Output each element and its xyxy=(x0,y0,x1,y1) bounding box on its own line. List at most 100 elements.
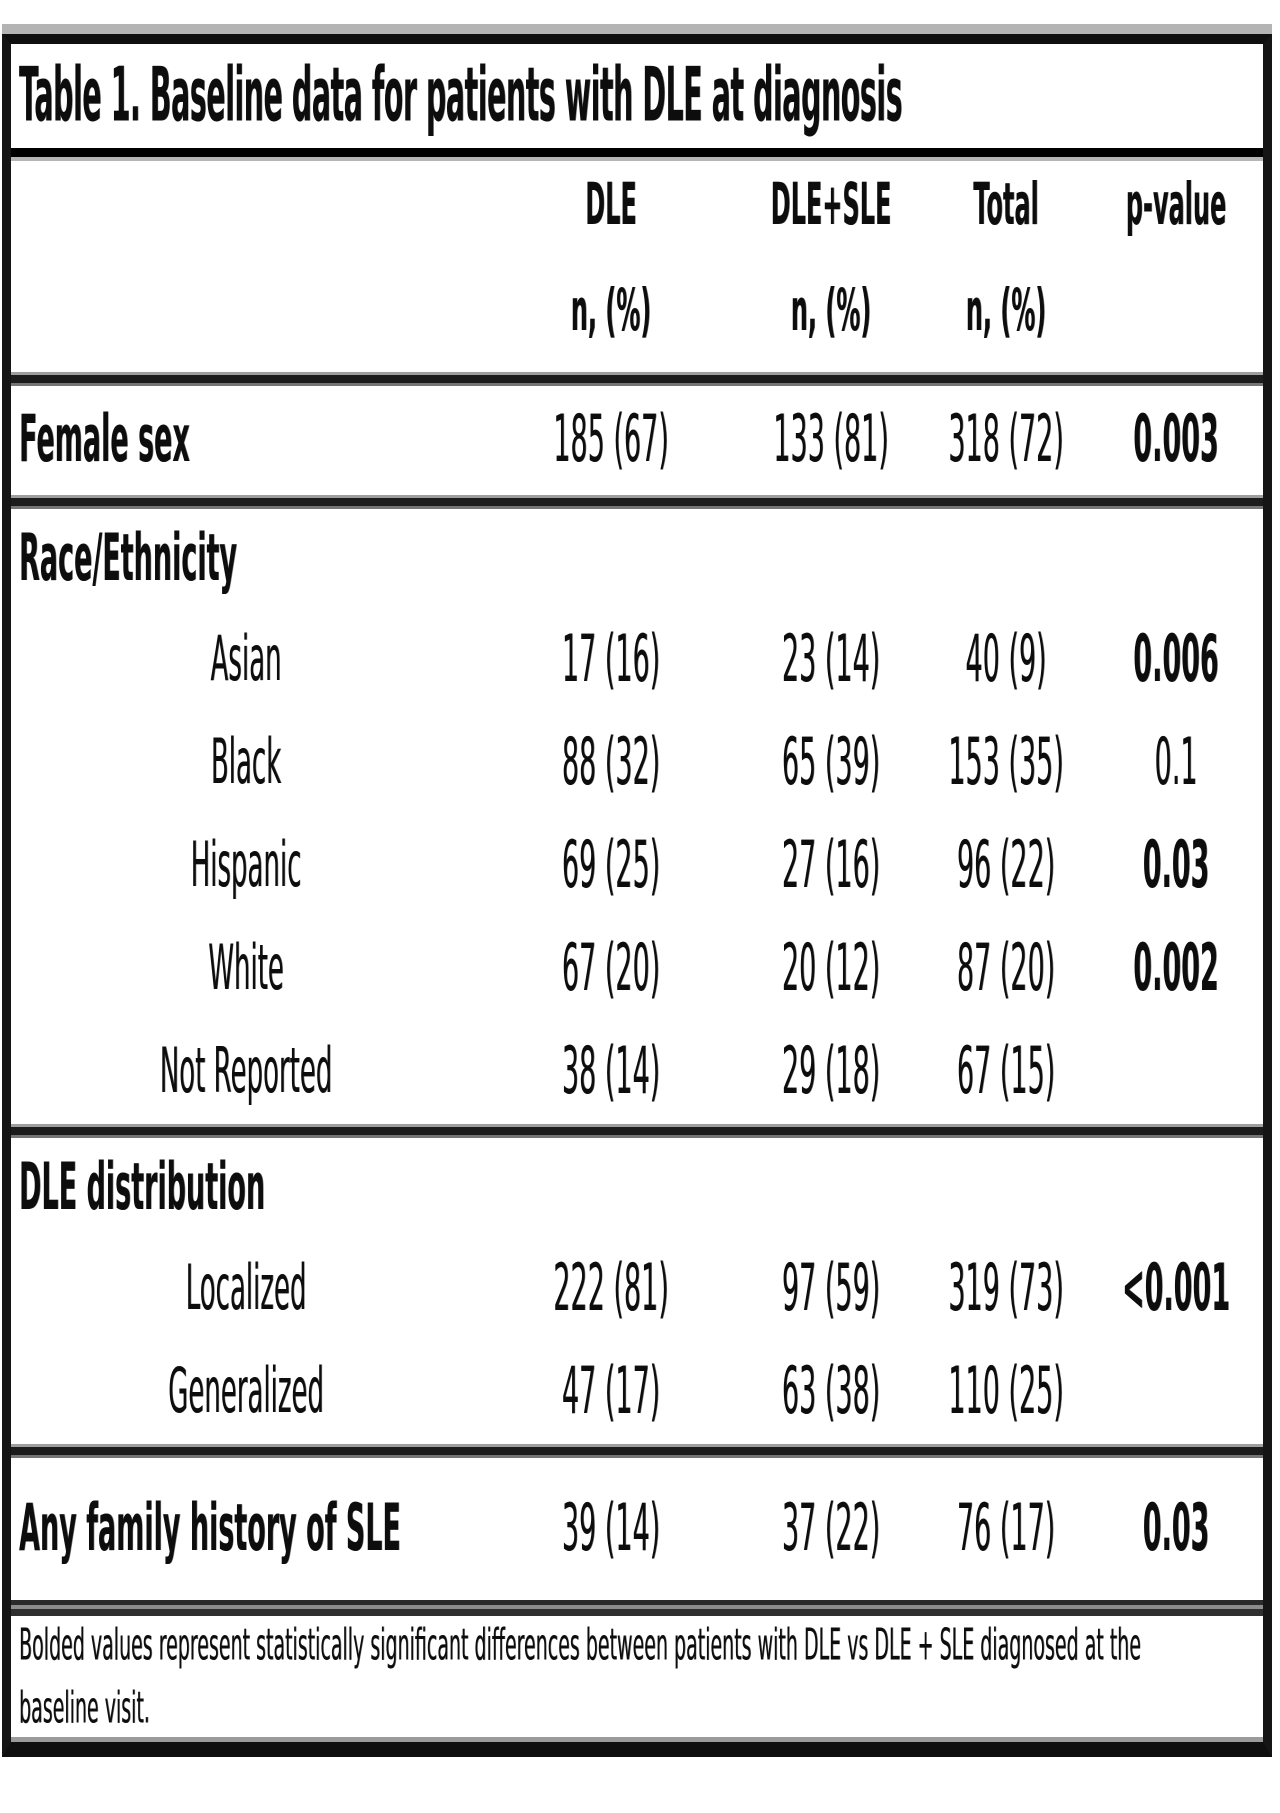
column-header-total: Total xyxy=(901,161,1111,249)
row-label-cell: Localized xyxy=(11,1238,461,1341)
value-cell xyxy=(761,509,901,609)
cell-value: 23 (14) xyxy=(781,623,881,698)
pvalue-cell: 0.1 xyxy=(1111,712,1241,815)
cell-value: 222 (81) xyxy=(553,1252,669,1327)
footnote-line: Bolded values represent statistically si… xyxy=(19,1616,1263,1672)
value-cell: 185 (67) xyxy=(461,386,761,495)
pvalue-cell: 0.03 xyxy=(1111,815,1241,918)
column-header-row: DLE DLE+SLE Total p-value xyxy=(11,161,1263,249)
row-label-cell: DLE distribution xyxy=(11,1138,461,1238)
cell-value: 27 (16) xyxy=(781,829,881,904)
cell-value: 133 (81) xyxy=(773,403,889,478)
row-label: Localized xyxy=(185,1253,307,1326)
cell-value: 39 (14) xyxy=(561,1491,661,1567)
p-value: 0.1 xyxy=(1154,726,1198,801)
value-cell: 47 (17) xyxy=(461,1341,761,1444)
value-cell: 153 (35) xyxy=(901,712,1111,815)
value-cell: 23 (14) xyxy=(761,609,901,712)
data-row: Black 88 (32) 65 (39) 153 (35) 0.1 xyxy=(11,712,1263,815)
row-label: Not Reported xyxy=(159,1036,333,1109)
cell-value: 318 (72) xyxy=(948,403,1064,478)
pvalue-cell xyxy=(1111,509,1241,609)
value-cell: 39 (14) xyxy=(461,1458,761,1600)
pvalue-cell xyxy=(1111,1021,1241,1124)
value-cell xyxy=(461,1138,761,1238)
pvalue-cell: 0.006 xyxy=(1111,609,1241,712)
data-row: Localized 222 (81) 97 (59) 319 (73) <0.001 xyxy=(11,1238,1263,1341)
cell-value: 87 (20) xyxy=(956,932,1056,1007)
pvalue-cell xyxy=(1111,1341,1241,1444)
value-cell: 110 (25) xyxy=(901,1341,1111,1444)
value-cell: 87 (20) xyxy=(901,918,1111,1021)
cell-value: 20 (12) xyxy=(781,932,881,1007)
cell-value: 63 (38) xyxy=(781,1355,881,1430)
value-cell: 133 (81) xyxy=(761,386,901,495)
column-header-dle-sle: DLE+SLE xyxy=(761,161,901,249)
footnote-line: baseline visit. xyxy=(19,1672,1263,1742)
column-subheader-label: n, (%) xyxy=(965,276,1047,345)
cell-value: 67 (20) xyxy=(561,932,661,1007)
p-value: 0.03 xyxy=(1142,1491,1210,1567)
row-label: Black xyxy=(210,727,282,800)
cell-value: 96 (22) xyxy=(956,829,1056,904)
value-cell: 69 (25) xyxy=(461,815,761,918)
table-title: Table 1. Baseline data for patients with… xyxy=(19,52,903,140)
cell-value: 110 (25) xyxy=(948,1355,1064,1430)
value-cell xyxy=(901,1138,1111,1238)
row-divider xyxy=(11,1124,1263,1138)
data-row: Hispanic 69 (25) 27 (16) 96 (22) 0.03 xyxy=(11,815,1263,918)
p-value: 0.03 xyxy=(1142,829,1210,904)
p-value: <0.001 xyxy=(1121,1252,1231,1327)
value-cell: 63 (38) xyxy=(761,1341,901,1444)
value-cell: 29 (18) xyxy=(761,1021,901,1124)
data-row: Generalized 47 (17) 63 (38) 110 (25) xyxy=(11,1341,1263,1444)
cell-value: 17 (16) xyxy=(561,623,661,698)
cell-value: 29 (18) xyxy=(781,1035,881,1110)
pvalue-cell: 0.002 xyxy=(1111,918,1241,1021)
value-cell: 65 (39) xyxy=(761,712,901,815)
p-value: 0.002 xyxy=(1133,932,1219,1007)
cell-value: 37 (22) xyxy=(781,1491,881,1567)
row-label-cell: Generalized xyxy=(11,1341,461,1444)
cell-value: 40 (9) xyxy=(965,623,1047,698)
cell-value: 185 (67) xyxy=(553,403,669,478)
footnote-text: Bolded values represent statistically si… xyxy=(19,1617,1141,1671)
cell-value: 47 (17) xyxy=(561,1355,661,1430)
pvalue-cell: <0.001 xyxy=(1111,1238,1241,1341)
value-cell: 319 (73) xyxy=(901,1238,1111,1341)
cell-value: 319 (73) xyxy=(948,1252,1064,1327)
value-cell: 97 (59) xyxy=(761,1238,901,1341)
table-title-row: Table 1. Baseline data for patients with… xyxy=(11,44,1263,148)
pvalue-cell xyxy=(1111,1138,1241,1238)
value-cell: 88 (32) xyxy=(461,712,761,815)
cell-value: 65 (39) xyxy=(781,726,881,801)
table-top-shadow xyxy=(2,24,1272,34)
data-row: Female sex 185 (67) 133 (81) 318 (72) 0.003 xyxy=(11,386,1263,495)
column-subheader-label: n, (%) xyxy=(790,276,872,345)
value-cell: 222 (81) xyxy=(461,1238,761,1341)
value-cell: 38 (14) xyxy=(461,1021,761,1124)
cell-value: 76 (17) xyxy=(956,1491,1056,1567)
header-spacer xyxy=(11,249,461,372)
row-label: Generalized xyxy=(168,1356,324,1429)
value-cell: 40 (9) xyxy=(901,609,1111,712)
row-label: White xyxy=(208,933,284,1006)
row-label-cell: Hispanic xyxy=(11,815,461,918)
subheader-total: n, (%) xyxy=(901,249,1111,372)
column-subheader-label: n, (%) xyxy=(570,276,652,345)
row-label: Asian xyxy=(210,624,282,697)
cell-value: 153 (35) xyxy=(948,726,1064,801)
row-divider xyxy=(11,495,1263,509)
data-row: Asian 17 (16) 23 (14) 40 (9) 0.006 xyxy=(11,609,1263,712)
data-row: White 67 (20) 20 (12) 87 (20) 0.002 xyxy=(11,918,1263,1021)
row-label: Race/Ethnicity xyxy=(19,521,238,597)
footnote-divider xyxy=(11,1600,1263,1616)
data-row: Not Reported 38 (14) 29 (18) 67 (15) xyxy=(11,1021,1263,1124)
subheader-dle-sle: n, (%) xyxy=(761,249,901,372)
row-label-cell: White xyxy=(11,918,461,1021)
row-label-cell: Any family history of SLE xyxy=(11,1458,461,1600)
value-cell: 20 (12) xyxy=(761,918,901,1021)
value-cell: 67 (15) xyxy=(901,1021,1111,1124)
pvalue-cell: 0.003 xyxy=(1111,386,1241,495)
